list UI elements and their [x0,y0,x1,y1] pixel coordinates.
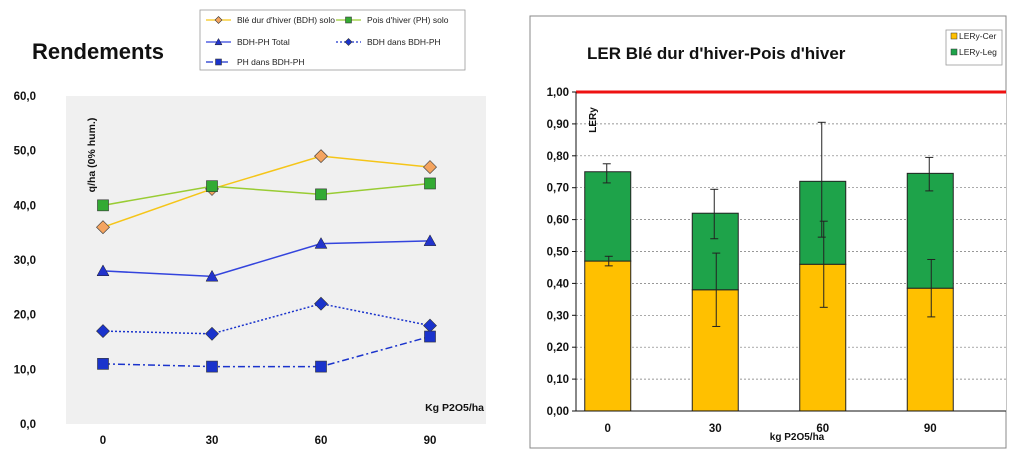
series-2-point [96,264,110,276]
series-4-point [97,358,109,370]
ler-bar-0 [906,287,954,412]
ler-bar-0 [799,263,847,412]
line-y-tick-label: 40,0 [14,200,36,212]
series-2-point [314,237,328,249]
series-4-point [206,360,218,373]
ler-legend: LERy-Cer LERy-Leg [945,29,1003,66]
line-legend-marker-2 [214,37,223,46]
ler-bar-0 [691,289,739,412]
ler-y-tick-label: 0,10 [547,374,569,386]
line-legend-label-1: Pois d'hiver (PH) solo [367,15,449,25]
ler-bar-1 [799,180,847,265]
ler-y-tick-label: 0,60 [547,215,569,227]
series-2-point [423,234,437,246]
ler-y-tick-label: 0,80 [547,151,569,163]
ler-chart-title: LER Blé dur d'hiver-Pois d'hiver [587,44,846,63]
line-legend-label-3: BDH dans BDH-PH [367,37,441,47]
series-3-point [314,296,328,311]
ler-legend-label-1: LERy-Leg [959,47,997,57]
ler-x-tick-label: 30 [709,423,722,435]
line-legend-label-4: PH dans BDH-PH [237,57,305,67]
series-1-point [206,180,218,193]
ler-bar-1 [584,171,632,262]
line-legend-box [199,9,466,71]
ler-y-tick-label: 0,50 [547,247,569,259]
series-1-point [424,177,436,190]
ler-bars [584,171,954,412]
line-legend-marker-1 [345,16,352,24]
line-x-axis-label: Kg P2O5/ha [425,402,484,414]
line-chart-title: Rendements [32,39,164,64]
series-0-point [96,220,110,235]
ler-x-ticks: 0 30 60 90 [605,423,937,435]
ler-error-bars [602,121,936,327]
series-0-point [314,149,328,164]
line-y-tick-label: 10,0 [14,364,36,376]
ler-y-tick-label: 0,90 [547,119,569,131]
ler-y-tick-label: 1,00 [547,87,569,99]
series-line-0 [102,155,431,228]
ler-y-tick-label: 0,00 [547,406,569,418]
ler-x-tick-label: 90 [924,423,937,435]
line-legend-marker-0 [214,16,223,24]
line-y-ticks: 0,0 10,0 20,0 30,0 40,0 50,0 60,0 [14,91,36,431]
line-x-ticks: 0 30 60 90 [100,435,437,447]
series-line-1 [102,182,431,207]
series-line-2 [102,240,431,278]
ler-y-ticks: 0,00 0,10 0,20 0,30 0,40 0,50 0,60 0,70 0,80 0,90… [547,87,576,418]
ler-chart: LER Blé dur d'hiver-Pois d'hiver LERy 0,… [529,15,1007,449]
ler-x-tick-label: 0 [605,423,611,435]
series-line-4 [102,335,431,368]
line-x-tick-label: 0 [100,435,106,447]
line-chart: Rendements q/ha (0% hum.) Kg P2O5/ha 0,0… [14,9,486,447]
line-legend-marker-4 [215,58,222,66]
ler-legend-label-0: LERy-Cer [959,31,996,41]
line-y-tick-label: 60,0 [14,91,36,103]
ler-bar-1 [906,172,954,289]
line-plot-area [66,96,486,424]
line-x-tick-label: 90 [424,435,437,447]
ler-y-tick-label: 0,40 [547,278,569,290]
ler-y-tick-label: 0,70 [547,183,569,195]
line-y-tick-label: 30,0 [14,255,36,267]
line-legend: Blé dur d'hiver (BDH) solo Pois d'hiver (… [199,9,466,71]
ler-legend-swatch-1 [950,48,958,56]
line-series [96,149,437,373]
line-x-tick-label: 30 [206,435,219,447]
ler-y-axis-label: LERy [588,107,599,133]
ler-bar-1 [691,212,739,291]
line-y-tick-label: 20,0 [14,310,36,322]
line-y-tick-label: 50,0 [14,146,36,158]
series-1-point [97,199,109,212]
ler-legend-swatch-0 [950,32,958,40]
series-4-point [424,330,436,343]
line-y-axis-label: q/ha (0% hum.) [86,118,98,193]
line-y-tick-label: 0,0 [20,419,36,431]
line-legend-label-2: BDH-PH Total [237,37,290,47]
ler-y-tick-label: 0,20 [547,342,569,354]
line-legend-label-0: Blé dur d'hiver (BDH) solo [237,15,335,25]
series-line-3 [102,302,431,335]
series-0-point [423,160,437,174]
ler-x-tick-label: 60 [816,423,829,435]
series-2-point [205,269,219,282]
ler-bar-0 [584,260,632,412]
ler-y-tick-label: 0,30 [547,310,569,322]
series-3-point [205,326,219,341]
line-x-tick-label: 60 [315,435,328,447]
series-4-point [315,360,327,373]
line-legend-marker-3 [344,38,353,46]
series-3-point [96,324,110,338]
series-1-point [315,188,327,201]
ler-x-axis-label: kg P2O5/ha [770,432,825,443]
